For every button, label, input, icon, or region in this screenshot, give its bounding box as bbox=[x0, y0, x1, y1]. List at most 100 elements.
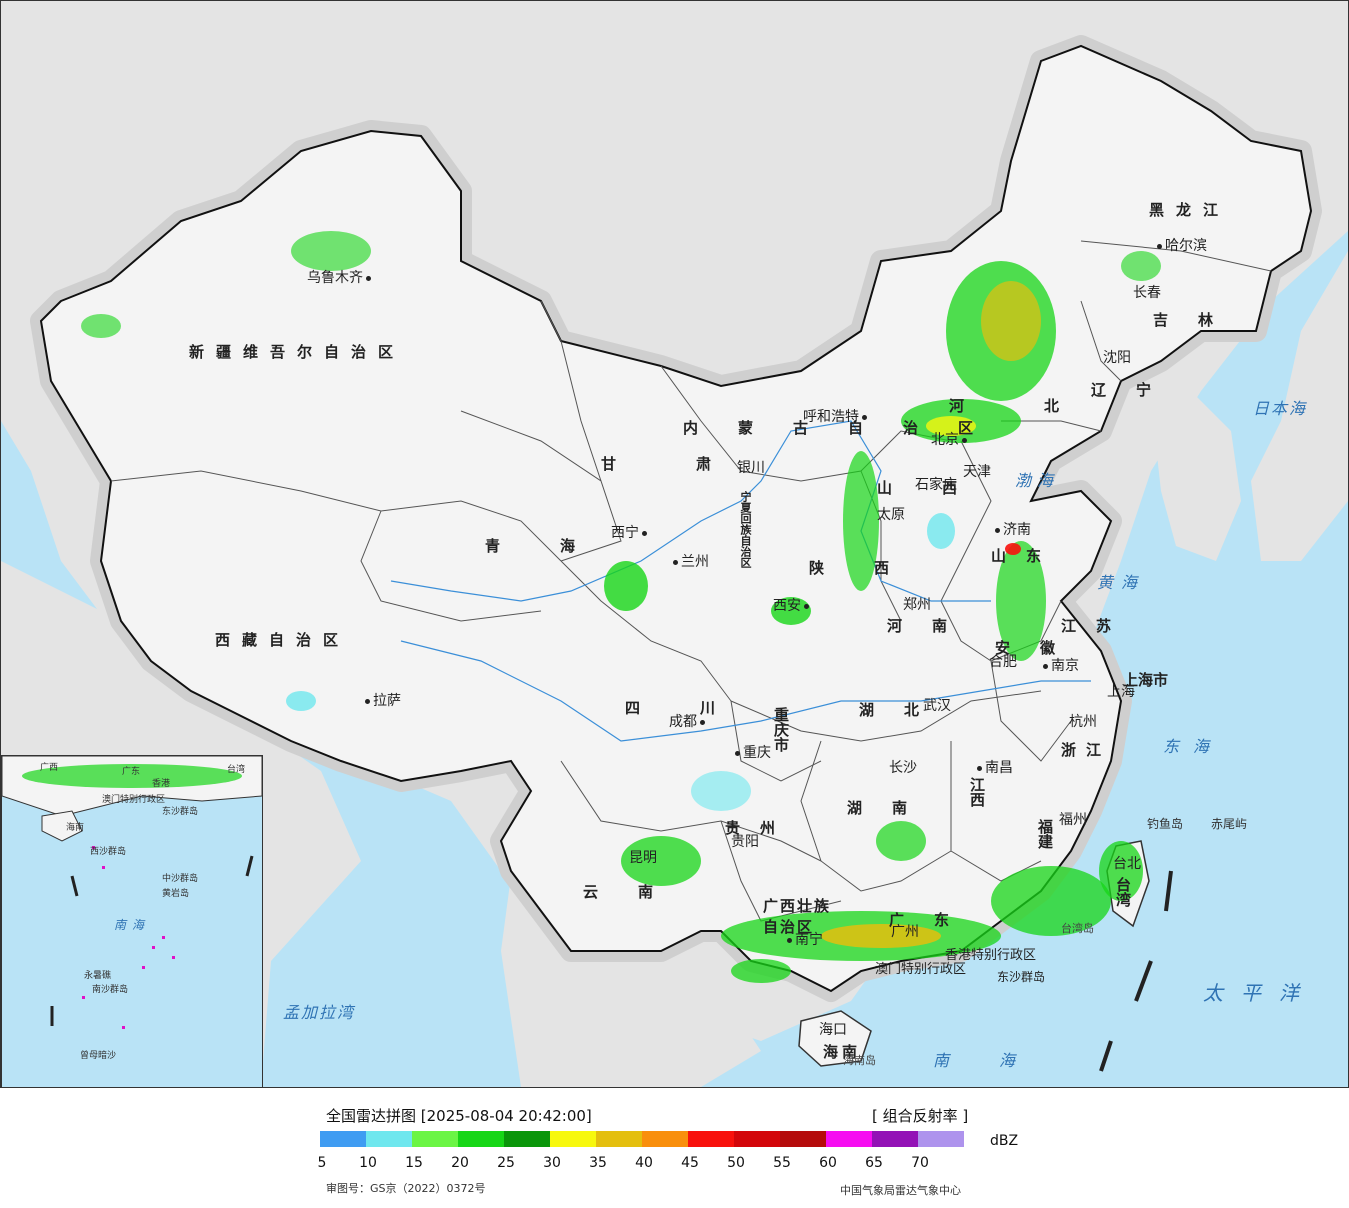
province-label: 吉林 bbox=[1153, 311, 1244, 329]
city-label: 西宁 bbox=[611, 526, 650, 540]
city-label: 长沙 bbox=[889, 760, 917, 776]
radar-map[interactable]: 广西 广东 台湾 香港 澳门特别行政区 海南 东沙群岛 西沙群岛 中沙群岛 黄岩… bbox=[0, 0, 1349, 1088]
city-label: 北京 bbox=[931, 433, 970, 447]
province-label: 湖北 bbox=[859, 701, 950, 719]
agency-name: 中国气象局雷达气象中心 bbox=[840, 1184, 961, 1197]
map-canvas bbox=[1, 1, 1348, 1087]
legend-title: 全国雷达拼图 [2025-08-04 20:42:00] bbox=[326, 1107, 592, 1125]
city-label: 西安 bbox=[773, 599, 812, 613]
city-label: 石家庄 bbox=[915, 477, 957, 493]
city-label: 南宁 bbox=[787, 933, 823, 947]
city-label: 南昌 bbox=[977, 761, 1013, 775]
sea-label: 黄海 bbox=[1097, 573, 1146, 592]
province-label: 内蒙古自治区 bbox=[683, 419, 1014, 437]
scale-tick-label: 65 bbox=[865, 1155, 883, 1171]
scale-tick-label: 5 bbox=[317, 1155, 327, 1171]
legend-panel: 全国雷达拼图 [2025-08-04 20:42:00] [ 组合反射率 ] d… bbox=[0, 1088, 1349, 1208]
province-label: 西藏自治区 bbox=[215, 631, 351, 649]
city-label: 台湾岛 bbox=[1061, 922, 1094, 935]
province-label: 广西壮族自治区 bbox=[763, 897, 832, 936]
product-name: [ 组合反射率 ] bbox=[872, 1107, 969, 1125]
color-scale bbox=[320, 1131, 964, 1147]
scale-tick-label: 55 bbox=[773, 1155, 791, 1171]
scale-swatch bbox=[458, 1131, 504, 1147]
city-label: 海南岛 bbox=[843, 1054, 876, 1067]
scale-tick-label: 10 bbox=[359, 1155, 377, 1171]
city-label: 澳门特别行政区 bbox=[875, 962, 967, 977]
city-label: 昆明 bbox=[629, 850, 657, 866]
city-label: 赤尾屿 bbox=[1211, 817, 1248, 831]
hainan-island bbox=[798, 1010, 872, 1067]
city-label: 呼和浩特 bbox=[803, 410, 870, 424]
sea-label: 太平洋 bbox=[1203, 981, 1317, 1005]
province-label: 山东 bbox=[991, 547, 1062, 565]
scale-tick-label: 45 bbox=[681, 1155, 699, 1171]
province-label: 江西 bbox=[968, 777, 986, 807]
city-label: 济南 bbox=[995, 523, 1031, 537]
sea-label: 东海 bbox=[1163, 737, 1224, 756]
city-label: 沈阳 bbox=[1103, 350, 1131, 366]
province-label: 云南 bbox=[583, 883, 694, 901]
province-label: 安徽 bbox=[995, 639, 1086, 657]
scale-swatch bbox=[918, 1131, 964, 1147]
city-label: 哈尔滨 bbox=[1157, 239, 1207, 253]
scale-tick-label: 70 bbox=[911, 1155, 929, 1171]
inset-sea-label: 南海 bbox=[114, 918, 151, 932]
city-label: 钓鱼岛 bbox=[1147, 817, 1184, 831]
province-label: 台湾 bbox=[1114, 877, 1132, 907]
scale-tick-label: 25 bbox=[497, 1155, 515, 1171]
scale-swatch bbox=[780, 1131, 826, 1147]
city-label: 福州 bbox=[1059, 812, 1087, 828]
scale-tick-label: 20 bbox=[451, 1155, 469, 1171]
scale-tick-label: 40 bbox=[635, 1155, 653, 1171]
south-china-sea-inset: 广西 广东 台湾 香港 澳门特别行政区 海南 东沙群岛 西沙群岛 中沙群岛 黄岩… bbox=[1, 755, 263, 1087]
japan bbox=[1251, 251, 1348, 561]
city-label: 台北 bbox=[1113, 856, 1141, 872]
sea-label: 渤海 bbox=[1015, 471, 1060, 490]
province-label: 辽宁 bbox=[1091, 381, 1182, 399]
province-label: 甘肃 bbox=[601, 455, 792, 473]
inset-label: 香港 bbox=[152, 779, 171, 789]
province-label: 上海市 bbox=[1123, 671, 1169, 689]
city-label: 海口 bbox=[819, 1022, 847, 1038]
scale-swatch bbox=[504, 1131, 550, 1147]
scale-swatch bbox=[826, 1131, 872, 1147]
scale-swatch bbox=[550, 1131, 596, 1147]
scale-swatch bbox=[596, 1131, 642, 1147]
scale-swatch bbox=[366, 1131, 412, 1147]
scale-tick-label: 50 bbox=[727, 1155, 745, 1171]
inset-canvas bbox=[2, 756, 262, 1029]
approval-number: 审图号：GS京（2022）0372号 bbox=[326, 1182, 486, 1195]
korea bbox=[1151, 391, 1241, 561]
city-label: 成都 bbox=[669, 715, 708, 729]
city-label: 长春 bbox=[1133, 285, 1161, 301]
city-label: 银川 bbox=[737, 460, 765, 476]
inset-label: 澳门特别行政区 bbox=[102, 795, 166, 805]
scale-swatch bbox=[320, 1131, 366, 1147]
sea-label: 日本海 bbox=[1253, 399, 1308, 418]
province-label: 广东 bbox=[889, 911, 980, 929]
city-label: 太原 bbox=[877, 507, 905, 523]
province-label: 贵州 bbox=[725, 819, 796, 837]
inset-label: 广东 bbox=[122, 767, 141, 777]
province-label: 湖南 bbox=[847, 799, 938, 817]
city-label: 重庆 bbox=[735, 746, 771, 760]
city-label: 兰州 bbox=[673, 555, 709, 569]
inset-label: 黄岩岛 bbox=[162, 889, 190, 899]
province-label: 重庆市 bbox=[772, 707, 790, 752]
sea-label: 孟加拉湾 bbox=[283, 1003, 356, 1022]
city-label: 杭州 bbox=[1069, 714, 1097, 730]
city-label: 上海 bbox=[1107, 684, 1135, 700]
province-label: 陕西 bbox=[809, 559, 940, 577]
inset-label: 海南 bbox=[66, 823, 85, 833]
inset-label: 台湾 bbox=[227, 765, 246, 775]
scale-swatch bbox=[734, 1131, 780, 1147]
city-label: 广州 bbox=[891, 924, 919, 940]
inset-label: 曾母暗沙 bbox=[80, 1051, 117, 1061]
province-label: 河南 bbox=[887, 617, 978, 635]
province-label: 青海 bbox=[485, 537, 636, 555]
inset-label: 永暑礁 bbox=[84, 971, 112, 981]
scale-tick-label: 60 bbox=[819, 1155, 837, 1171]
province-label: 浙江 bbox=[1061, 741, 1112, 759]
province-label: 山西 bbox=[877, 479, 1008, 497]
